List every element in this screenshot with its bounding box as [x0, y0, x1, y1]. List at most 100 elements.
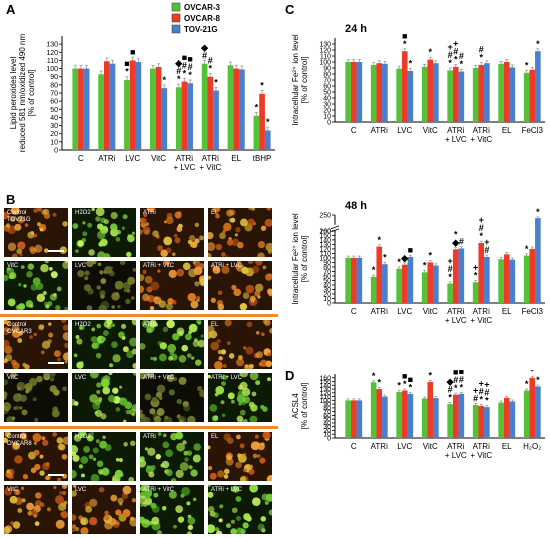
category-label: ATRi	[371, 442, 388, 451]
cell-dot	[123, 442, 128, 447]
cell-dot	[18, 331, 24, 336]
micrograph-label: H2O2	[75, 434, 91, 440]
cell-dot	[243, 346, 247, 350]
significance-mark: *	[423, 261, 427, 271]
cell-dot	[122, 509, 131, 518]
cell-dot	[148, 288, 152, 293]
cell-dot	[103, 514, 110, 521]
category-label: EL	[502, 307, 512, 316]
cell-dot	[131, 498, 136, 503]
cell-dot	[214, 392, 219, 397]
cell-dot	[24, 223, 29, 227]
cell-dot	[20, 486, 25, 490]
y-tick-label: 100	[319, 60, 331, 67]
cell-dot	[44, 248, 49, 253]
cell-dot	[107, 394, 116, 403]
significance-mark: *	[372, 265, 376, 275]
y-axis-label: [% of control]	[300, 383, 309, 430]
significance-mark: *	[183, 68, 187, 78]
cell-dot	[143, 213, 148, 217]
micrograph-label: EL	[211, 322, 219, 328]
cell-dot	[19, 406, 23, 410]
cell-dot	[255, 331, 260, 335]
cell-dot	[12, 521, 21, 529]
cell-dot	[157, 245, 163, 251]
cell-dot	[38, 324, 45, 331]
cell-dot	[254, 434, 259, 439]
y-tick-label: 40	[323, 420, 331, 427]
micrograph-image: VitC	[4, 373, 68, 422]
bar	[484, 63, 490, 122]
cell-dot	[149, 373, 154, 375]
cell-dot	[4, 526, 11, 534]
bar	[529, 377, 536, 438]
bar	[376, 63, 383, 122]
cell-dot	[243, 453, 247, 457]
cell-dot	[165, 449, 173, 458]
cell-dot	[254, 261, 263, 266]
significance-mark: #	[484, 245, 489, 255]
significance-mark: *	[448, 58, 452, 68]
cell-dot	[106, 320, 113, 325]
significance-mark: *	[409, 59, 413, 69]
micrograph-image: ATRi + LVC	[208, 261, 272, 310]
cell-dot	[199, 389, 204, 398]
cell-dot	[31, 509, 38, 517]
cell-dot	[36, 293, 46, 303]
significance-mark: ■	[408, 245, 413, 255]
cell-dot	[221, 374, 228, 380]
cell-dot	[238, 402, 242, 406]
bar	[124, 79, 130, 150]
cell-dot	[208, 485, 211, 488]
cell-dot	[72, 524, 77, 533]
cell-field	[140, 485, 197, 534]
significance-mark: *	[428, 47, 432, 57]
cell-dot	[96, 285, 101, 290]
cell-dot	[211, 415, 219, 422]
cell-dot	[33, 441, 37, 445]
cell-dot	[208, 252, 212, 257]
cell-dot	[143, 416, 151, 422]
cell-dot	[5, 354, 13, 362]
category-label: ATRi	[447, 126, 464, 135]
y-tick-label: 100	[319, 255, 331, 262]
cell-field	[208, 261, 272, 310]
cell-dot	[18, 282, 22, 287]
cell-dot	[32, 433, 42, 442]
cell-dot	[86, 261, 94, 268]
cell-dot	[226, 239, 234, 246]
y-tick-label: 20	[323, 291, 331, 298]
cell-dot	[246, 321, 253, 328]
category-label: LVC	[397, 126, 412, 135]
y-axis-label: ACSL4	[291, 393, 300, 419]
cell-dot	[73, 401, 79, 406]
significance-mark: #	[188, 62, 193, 72]
micrograph-label: Control TOV21G	[7, 210, 31, 223]
significance-mark: *	[209, 63, 213, 73]
significance-mark: *	[525, 379, 529, 389]
y-axis-label: Intracellular Fe²⁺ ion level	[291, 213, 300, 305]
y-tick-label: 100	[46, 66, 58, 73]
cell-dot	[34, 417, 39, 422]
cell-dot	[49, 377, 55, 382]
cell-dot	[196, 320, 202, 324]
cell-dot	[250, 441, 260, 451]
significance-mark: ■	[402, 31, 407, 41]
cell-dot	[175, 469, 184, 478]
y-tick-label: 10	[323, 432, 331, 439]
category-label: + LVC	[174, 163, 196, 172]
bar	[523, 255, 530, 303]
cell-dot	[90, 336, 98, 343]
category-label: + VitC	[470, 135, 492, 144]
cell-dot	[265, 493, 272, 502]
cell-dot	[9, 216, 16, 222]
micrograph-label: H2O2	[75, 210, 91, 216]
cell-dot	[89, 498, 98, 507]
cell-dot	[125, 298, 131, 304]
cell-dot	[98, 397, 103, 402]
cell-field	[4, 485, 68, 534]
y-tick-label: 10	[50, 139, 58, 146]
bar	[376, 389, 383, 438]
bar	[503, 397, 510, 438]
y-axis-label: [% of control]	[300, 236, 309, 283]
